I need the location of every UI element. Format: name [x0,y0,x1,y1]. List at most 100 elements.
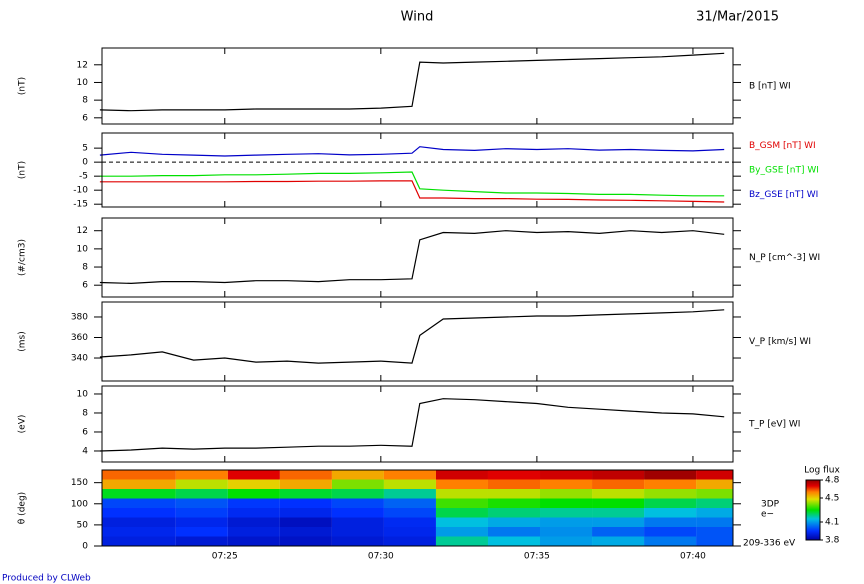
heatmap-cell [696,489,733,499]
y-tick-label: 380 [71,312,88,322]
heatmap-cell [279,470,332,480]
heatmap-cell [227,536,280,546]
panel-frame [101,301,734,382]
heatmap-cell [540,536,593,546]
heatmap-cell [487,498,541,508]
y-tick-label: 340 [71,354,88,364]
heatmap-cell [540,508,593,518]
heatmap-cell [644,489,697,499]
heatmap-cell [696,527,733,537]
instrument-label: 3DP [761,500,780,510]
y-tick-label: 12 [77,60,88,70]
heatmap-cell [383,508,436,518]
heatmap-cell [383,479,436,489]
y-axis-label: (eV) [18,415,28,434]
heatmap-cell [102,479,176,489]
y-axis-label: (ms) [18,331,28,351]
colorbar-tick-label: 4.1 [825,518,839,528]
panel-frame [101,47,734,125]
heatmap-cell [331,517,384,527]
heatmap-cell [487,508,541,518]
heatmap-cell [435,470,488,480]
heatmap-cell [331,527,384,537]
colorbar [805,479,821,541]
x-tick-label: 07:30 [368,552,394,562]
x-tick-label: 07:35 [524,552,550,562]
heatmap-cell [102,536,176,546]
heatmap-cell [102,517,176,527]
y-tick-label: -10 [73,186,88,196]
series-label: Bz_GSE [nT] WI [749,190,818,200]
y-tick-label: 5 [82,144,88,154]
heatmap-cell [592,536,645,546]
x-tick-label: 07:25 [212,552,238,562]
heatmap-cell [696,470,733,480]
heatmap-cell [279,536,332,546]
data-line [99,180,725,203]
heatmap-cell [102,508,176,518]
heatmap-cell [644,498,697,508]
heatmap-cell [227,479,280,489]
heatmap-cell [279,479,332,489]
data-line [99,398,725,452]
heatmap-cell [644,517,697,527]
heatmap-cell [279,508,332,518]
heatmap-cell [102,489,176,499]
data-line [99,146,725,157]
series-label: T_P [eV] WI [748,420,800,430]
species-label: e− [761,510,774,520]
y-tick-label: -15 [73,200,88,210]
y-tick-label: 6 [82,281,88,291]
heatmap-cell [644,508,697,518]
y-tick-label: 4 [82,446,88,456]
heatmap-cell [175,517,228,527]
heatmap-cell [175,470,228,480]
heatmap-cell [592,479,645,489]
heatmap-cell [696,479,733,489]
heatmap-cell [227,489,280,499]
heatmap-cell [175,536,228,546]
y-axis-label: (nT) [18,77,28,95]
panel-frame [101,132,734,208]
colorbar-tick-label: 4.5 [825,494,839,504]
heatmap-cell [487,536,541,546]
heatmap-cell [435,489,488,499]
heatmap-cell [435,508,488,518]
series-label: B [nT] WI [749,82,791,92]
heatmap-cell [644,536,697,546]
heatmap-cell [175,479,228,489]
heatmap-cell [487,517,541,527]
y-axis-label: θ (deg) [18,492,28,524]
y-tick-label: 12 [77,226,88,236]
heatmap-cell [175,498,228,508]
heatmap-cell [383,527,436,537]
heatmap-cell [383,517,436,527]
heatmap-cell [227,470,280,480]
heatmap-cell [592,470,645,480]
y-tick-label: 10 [77,244,89,254]
heatmap-cell [540,498,593,508]
panel-frame [101,469,734,547]
y-tick-label: 150 [71,478,88,488]
heatmap-cell [383,470,436,480]
heatmap-cell [487,489,541,499]
y-tick-label: 50 [77,520,89,530]
panel-frame [101,217,734,298]
heatmap-cell [696,508,733,518]
heatmap-cell [487,479,541,489]
heatmap-cell [592,498,645,508]
heatmap-cell [102,498,176,508]
y-tick-label: 8 [82,408,88,418]
heatmap-cell [644,527,697,537]
heatmap-cell [383,536,436,546]
y-tick-label: 10 [77,389,89,399]
heatmap-cell [102,470,176,480]
y-axis-label: (nT) [18,161,28,179]
heatmap-cell [331,498,384,508]
heatmap-cell [102,527,176,537]
y-tick-label: 6 [82,113,88,123]
heatmap-cell [435,517,488,527]
heatmap-cell [540,517,593,527]
heatmap-cell [383,498,436,508]
heatmap-cell [592,517,645,527]
